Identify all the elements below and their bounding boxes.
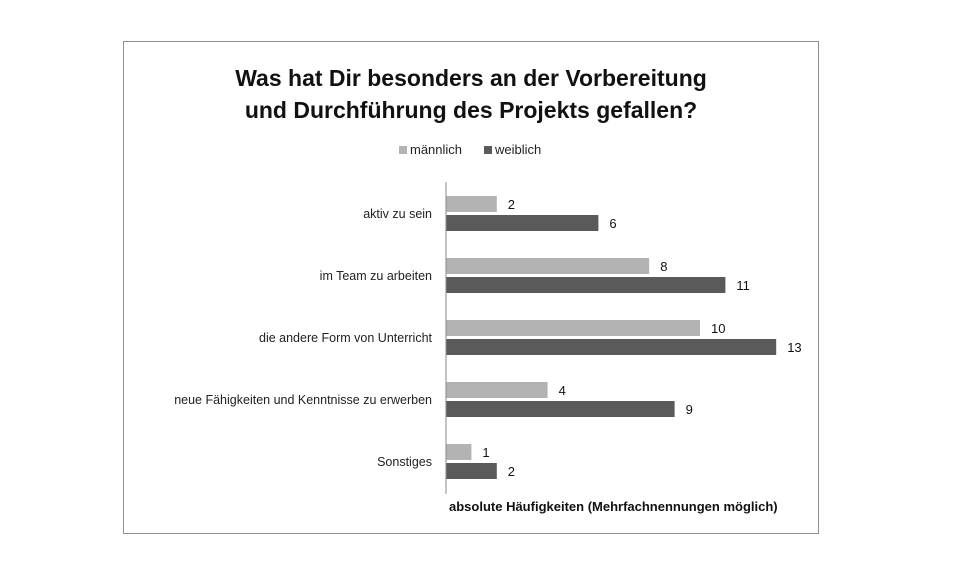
value-label-weiblich-2: 11 bbox=[736, 278, 750, 293]
bar-maennlich-2 bbox=[446, 258, 650, 274]
value-label-weiblich-5: 2 bbox=[508, 464, 515, 479]
bar-maennlich-1 bbox=[446, 196, 497, 212]
chart-frame: Was hat Dir besonders an der Vorbereitun… bbox=[123, 41, 819, 534]
bar-maennlich-4 bbox=[446, 382, 548, 398]
legend-swatch-2 bbox=[484, 146, 492, 154]
bar-weiblich-5 bbox=[446, 463, 497, 479]
value-label-maennlich-4: 4 bbox=[559, 383, 566, 398]
chart-title-line-1: Was hat Dir besonders an der Vorbereitun… bbox=[235, 65, 707, 91]
category-label-2: im Team zu arbeiten bbox=[320, 269, 432, 283]
value-label-maennlich-1: 2 bbox=[508, 197, 515, 212]
value-label-maennlich-3: 10 bbox=[711, 321, 725, 336]
bar-maennlich-5 bbox=[446, 444, 472, 460]
value-label-maennlich-2: 8 bbox=[660, 259, 667, 274]
bar-weiblich-3 bbox=[446, 339, 777, 355]
x-axis-label: absolute Häufigkeiten (Mehrfachnennungen… bbox=[449, 499, 778, 514]
value-labels: 2 6 8 11 10 13 4 9 1 2 bbox=[482, 197, 801, 479]
bar-chart: männlich weiblich aktiv zu sein im Team zu… bbox=[174, 142, 801, 514]
value-label-maennlich-5: 1 bbox=[482, 445, 489, 460]
bar-weiblich-2 bbox=[446, 277, 726, 293]
category-label-4: neue Fähigkeiten und Kenntnisse zu erwer… bbox=[174, 393, 432, 407]
bar-maennlich-3 bbox=[446, 320, 700, 336]
chart-title-line-2: und Durchführung des Projekts gefallen? bbox=[244, 97, 698, 123]
value-label-weiblich-1: 6 bbox=[609, 216, 616, 231]
category-label-3: die andere Form von Unterricht bbox=[259, 331, 433, 345]
chart-bars bbox=[446, 196, 777, 479]
chart-title: Was hat Dir besonders an der Vorbereitun… bbox=[124, 62, 818, 126]
category-label-5: Sonstiges bbox=[377, 455, 432, 469]
bar-weiblich-1 bbox=[446, 215, 599, 231]
category-label-1: aktiv zu sein bbox=[363, 207, 432, 221]
legend-label-1: männlich bbox=[410, 142, 462, 157]
legend-label-2: weiblich bbox=[494, 142, 541, 157]
category-labels: aktiv zu sein im Team zu arbeiten die ande… bbox=[174, 207, 432, 469]
legend-swatch-1 bbox=[399, 146, 407, 154]
chart-legend: männlich weiblich bbox=[399, 142, 541, 157]
value-label-weiblich-3: 13 bbox=[787, 340, 801, 355]
bar-weiblich-4 bbox=[446, 401, 675, 417]
value-label-weiblich-4: 9 bbox=[686, 402, 693, 417]
